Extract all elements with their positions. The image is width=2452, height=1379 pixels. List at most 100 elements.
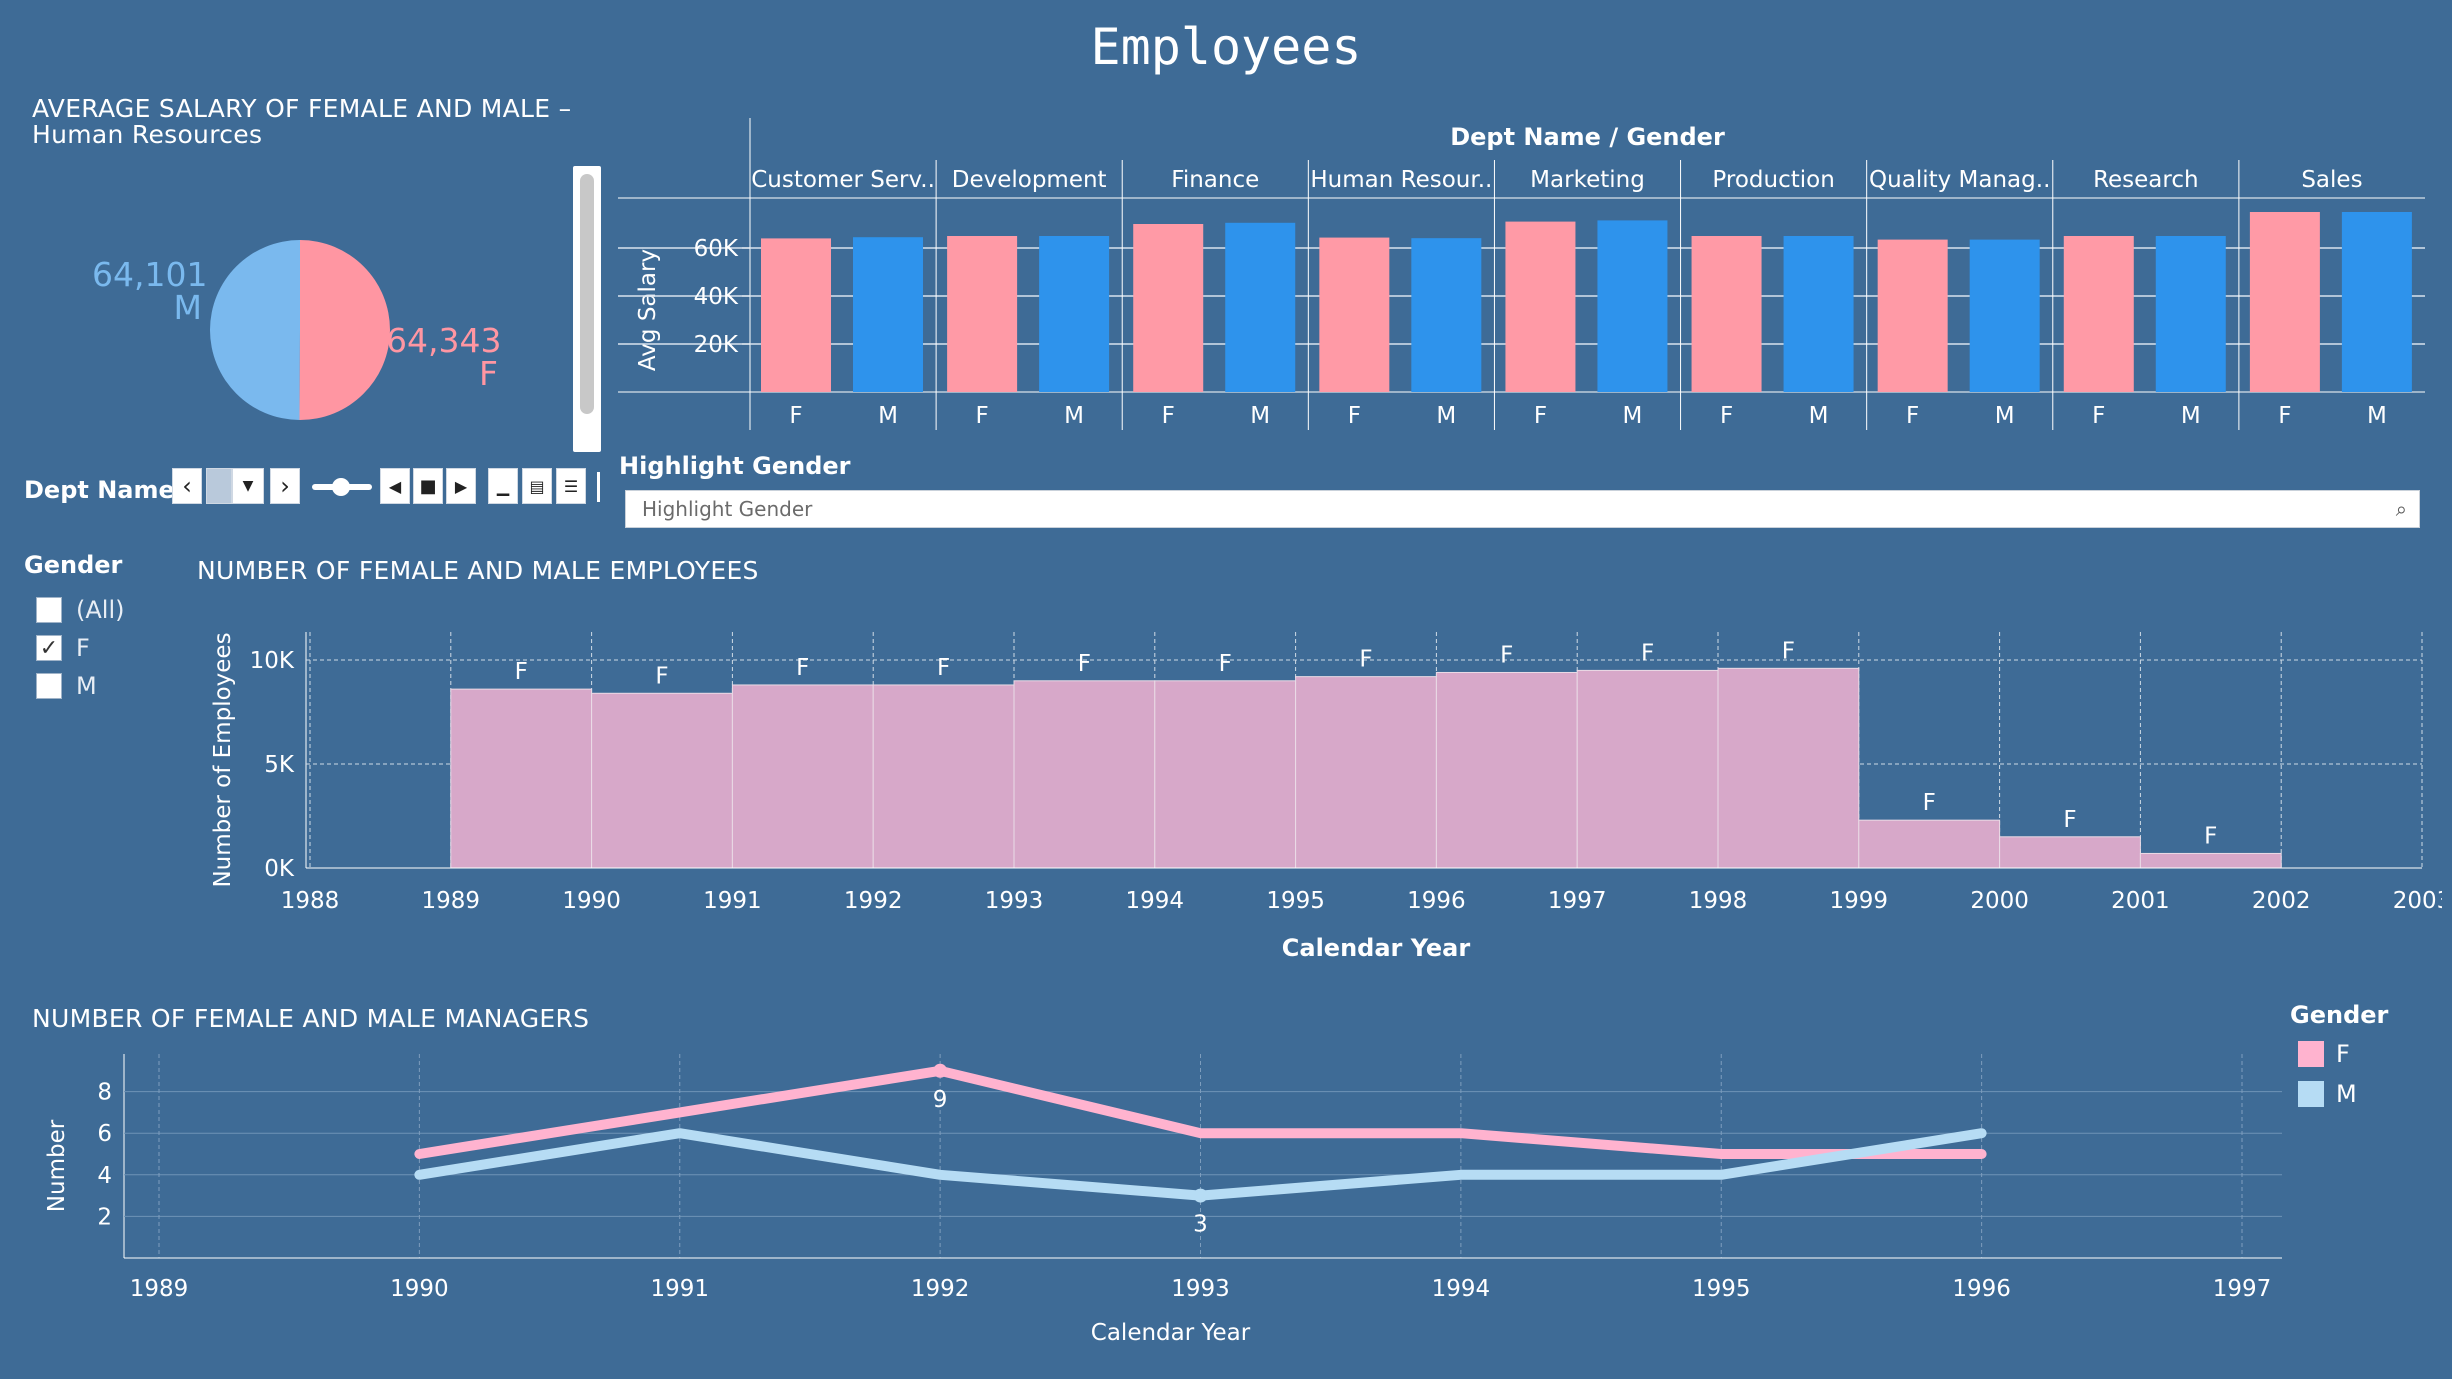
emp-x-tick-label: 1988	[281, 888, 340, 914]
dept-bar-f	[1319, 237, 1390, 392]
pie-male-value: 64,101	[92, 255, 208, 294]
pie-female-label: 64,343 F	[386, 324, 501, 393]
checkbox-m[interactable]	[36, 673, 62, 699]
managers-line-chart: Number 2 4 6 8 1989 1990 1991 1992 1993 1994 1995 19…	[44, 1054, 2282, 1346]
dept-bar-f	[761, 238, 831, 392]
speed-medium-icon: ▤	[529, 476, 545, 496]
emp-histogram-bar	[1858, 819, 2001, 869]
dept-x-tick-label: M	[878, 403, 898, 429]
dept-x-tick-label: F	[1162, 403, 1175, 429]
dept-next-button[interactable]: ›	[270, 468, 300, 504]
bar-chart-scrollbar[interactable]	[573, 166, 601, 452]
legend-item-m[interactable]: M	[2298, 1080, 2357, 1108]
dept-x-tick-label: F	[789, 403, 802, 429]
salary-pie-chart[interactable]	[200, 230, 400, 430]
checkbox-f[interactable]: ✓	[36, 635, 62, 661]
pie-male-gender: M	[173, 288, 202, 327]
dept-bar-m	[2155, 236, 2226, 392]
dept-prev-button[interactable]: ‹	[172, 468, 202, 504]
mgr-point-label: 9	[933, 1087, 948, 1113]
legend-swatch-f	[2298, 1041, 2324, 1067]
stop-button[interactable]: ■	[413, 468, 443, 504]
pie-title: AVERAGE SALARY OF FEMALE AND MALE –	[32, 94, 572, 123]
emp-histogram-bar	[1435, 671, 1578, 869]
emp-bar-label: F	[2204, 823, 2217, 849]
emp-histogram-bar	[591, 692, 733, 869]
mgr-y-tick-label: 8	[97, 1080, 112, 1106]
dept-bar-f	[947, 236, 1018, 392]
dept-y-tick-label: 60K	[694, 236, 739, 262]
dept-slider-handle[interactable]	[332, 478, 350, 496]
mgr-x-tick-label: 1989	[130, 1276, 189, 1302]
emp-x-tick-label: 1989	[422, 888, 481, 914]
search-icon[interactable]: ⌕	[2395, 497, 2407, 521]
dept-dropdown-button[interactable]: ▼	[232, 468, 264, 504]
control-divider	[597, 472, 600, 502]
gender-option-m-label: M	[76, 672, 97, 700]
mgr-point-marker	[933, 1063, 948, 1078]
mgr-chart-xlabel: Calendar Year	[1091, 1320, 1251, 1346]
dept-x-tick-label: M	[2367, 403, 2387, 429]
dept-dropdown-value[interactable]	[206, 468, 232, 504]
mgr-line-m	[414, 1128, 1987, 1201]
emp-x-tick-label: 1990	[562, 888, 621, 914]
dept-x-tick-label: F	[975, 403, 988, 429]
pie-slice-female[interactable]	[299, 240, 390, 420]
checkbox-all[interactable]	[36, 597, 62, 623]
emp-y-tick-label: 0K	[264, 856, 295, 882]
play-forward-button[interactable]: ▶	[446, 468, 476, 504]
speed-medium-button[interactable]: ▤	[522, 468, 552, 504]
emp-x-tick-label: 1999	[1830, 888, 1889, 914]
gender-option-f-label: F	[76, 634, 90, 662]
dept-x-tick-label: F	[1906, 403, 1919, 429]
pie-slice-male[interactable]	[209, 240, 300, 420]
legend-item-f[interactable]: F	[2298, 1040, 2350, 1068]
speed-fast-button[interactable]: ☰	[556, 468, 586, 504]
checkmark-icon: ✓	[39, 635, 59, 661]
dashboard-title: Employees	[1090, 18, 1362, 76]
dept-bar-f	[1691, 236, 1762, 392]
emp-histogram-bar	[2139, 852, 2282, 869]
legend-label-f: F	[2336, 1040, 2350, 1068]
pie-male-label: 64,101 M	[92, 255, 208, 327]
emp-bar-label: F	[1641, 640, 1654, 666]
triangle-left-icon: ◀	[388, 476, 402, 496]
stop-icon: ■	[419, 475, 437, 497]
speed-fast-icon: ☰	[563, 476, 579, 496]
speed-slow-button[interactable]: ▁	[488, 468, 518, 504]
legend-label-m: M	[2336, 1080, 2357, 1108]
emp-histogram-bar	[1154, 680, 1297, 869]
dept-x-tick-label: F	[2092, 403, 2105, 429]
mgr-x-tick-label: 1993	[1171, 1276, 1230, 1302]
pie-female-gender: F	[479, 354, 498, 393]
scrollbar-thumb[interactable]	[580, 174, 594, 414]
emp-bar-label: F	[1078, 651, 1091, 677]
play-backward-button[interactable]: ◀	[380, 468, 410, 504]
highlight-gender-input[interactable]: Highlight Gender ⌕	[625, 490, 2420, 528]
dept-chart-title: Dept Name / Gender	[1450, 123, 1725, 151]
emp-x-tick-label: 1997	[1548, 888, 1607, 914]
gender-option-f[interactable]: ✓ F	[36, 634, 90, 662]
gender-option-all-label: (All)	[76, 596, 125, 624]
gender-option-m[interactable]: M	[36, 672, 97, 700]
emp-histogram-bar	[1576, 669, 1719, 869]
emp-histogram-bar	[731, 684, 874, 869]
emp-x-tick-label: 1991	[703, 888, 762, 914]
dept-slider-track[interactable]	[312, 478, 372, 496]
speed-slow-icon: ▁	[496, 476, 510, 496]
emp-x-tick-label: 1998	[1689, 888, 1748, 914]
emp-x-tick-label: 1995	[1266, 888, 1325, 914]
mgr-x-tick-label: 1995	[1692, 1276, 1751, 1302]
emp-x-tick-label: 2000	[1970, 888, 2029, 914]
dept-x-tick-label: M	[2181, 403, 2201, 429]
dept-header-label: Development	[952, 167, 1107, 193]
emp-x-tick-label: 1993	[985, 888, 1044, 914]
dept-x-tick-label: M	[1250, 403, 1270, 429]
emp-bar-label: F	[1500, 642, 1513, 668]
gender-option-all[interactable]: (All)	[36, 596, 124, 624]
mgr-x-tick-label: 1990	[390, 1276, 449, 1302]
dept-bar-f	[1505, 221, 1576, 392]
dept-x-tick-label: M	[1809, 403, 1829, 429]
mgr-point-marker	[1193, 1188, 1208, 1203]
mgr-x-tick-label: 1991	[650, 1276, 709, 1302]
